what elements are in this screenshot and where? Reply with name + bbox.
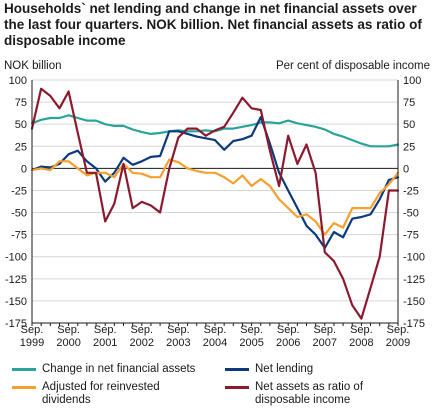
right-y-tick-label: -25 bbox=[403, 185, 419, 197]
right-y-tick-labels: 100 75 50 25 0 -25 -50 -75 -100 -125 -150 -175 bbox=[403, 75, 425, 330]
left-y-tick-label: -175 bbox=[5, 318, 27, 330]
x-tick-label-month: Sep. bbox=[57, 324, 80, 336]
x-tick-label-year: 2000 bbox=[56, 337, 80, 349]
legend-item-change-in-net-financial-assets: Change in net financial assets bbox=[12, 363, 195, 376]
right-y-tick-label: 50 bbox=[403, 119, 415, 131]
left-y-tick-label: -75 bbox=[11, 230, 27, 242]
left-y-tick-label: 0 bbox=[21, 163, 27, 175]
x-tick-label-month: Sep. bbox=[277, 324, 300, 336]
x-tick-label-year: 2001 bbox=[93, 337, 117, 349]
series-line-1 bbox=[30, 115, 400, 249]
left-y-tick-label: 100 bbox=[9, 75, 27, 87]
legend-swatch-navy bbox=[225, 368, 249, 371]
right-y-tick-label: 25 bbox=[403, 141, 415, 153]
right-y-tick-label: -75 bbox=[403, 230, 419, 242]
legend-label: Adjusted for reinvested dividends bbox=[42, 381, 160, 406]
left-y-tick-label: 25 bbox=[15, 141, 27, 153]
left-y-tick-labels: 100 75 50 25 0 -25 -50 -75 -100 -125 -150 -175 bbox=[5, 75, 27, 330]
left-axis-label: NOK billion bbox=[4, 60, 62, 72]
legend-label: Net assets as ratio of disposable income bbox=[255, 381, 364, 406]
x-tick-label-year: 2005 bbox=[239, 337, 263, 349]
x-tick-label-year: 2004 bbox=[203, 337, 227, 349]
x-tick-label-year: 2006 bbox=[276, 337, 300, 349]
x-tick-label-year: 2003 bbox=[166, 337, 190, 349]
right-y-tick-label: 75 bbox=[403, 97, 415, 109]
x-tick-label-month: Sep. bbox=[350, 324, 373, 336]
legend-label: Net lending bbox=[255, 363, 314, 375]
left-y-tick-label: -100 bbox=[5, 252, 27, 264]
legend-label: Change in net financial assets bbox=[42, 363, 196, 375]
x-tick-label-year: 2008 bbox=[349, 337, 373, 349]
left-y-tick-label: -50 bbox=[11, 208, 27, 220]
legend-item-net-assets-ratio: Net assets as ratio of disposable income bbox=[225, 381, 415, 407]
x-tick-label-month: Sep. bbox=[130, 324, 153, 336]
x-tick-label-year: 2009 bbox=[386, 337, 410, 349]
right-y-tick-label: 100 bbox=[403, 75, 421, 87]
x-tick-label-month: Sep. bbox=[21, 324, 44, 336]
legend-swatch-teal bbox=[12, 368, 36, 371]
x-tick-label-year: 2002 bbox=[130, 337, 154, 349]
legend-swatch-dark-red bbox=[225, 386, 249, 389]
right-y-tick-label: 0 bbox=[403, 163, 409, 175]
x-tick-label-month: Sep. bbox=[313, 324, 336, 336]
chart-title: Households` net lending and change in ne… bbox=[4, 1, 422, 48]
series-lines bbox=[30, 87, 400, 320]
left-y-tick-label: 50 bbox=[15, 119, 27, 131]
right-axis-label: Per cent of disposable income bbox=[276, 60, 430, 72]
legend-swatch-orange bbox=[12, 386, 36, 389]
x-tick-label-month: Sep. bbox=[387, 324, 410, 336]
right-y-tick-label: -100 bbox=[403, 252, 425, 264]
x-tick-label-month: Sep. bbox=[240, 324, 263, 336]
axes bbox=[31, 80, 399, 326]
x-tick-label-year: 1999 bbox=[20, 337, 44, 349]
right-y-tick-label: -125 bbox=[403, 274, 425, 286]
left-y-tick-label: 75 bbox=[15, 97, 27, 109]
x-tick-label-month: Sep. bbox=[204, 324, 227, 336]
x-tick-label-month: Sep. bbox=[167, 324, 190, 336]
x-tick-labels: Sep.1999Sep.2000Sep.2001Sep.2002Sep.2003… bbox=[20, 324, 410, 349]
left-y-tick-label: -125 bbox=[5, 274, 27, 286]
right-y-tick-label: -50 bbox=[403, 208, 419, 220]
series-line-3 bbox=[30, 87, 400, 320]
legend: Change in net financial assets Net lendi… bbox=[0, 352, 434, 411]
legend-item-net-lending: Net lending bbox=[225, 363, 313, 376]
left-y-tick-label: -150 bbox=[5, 296, 27, 308]
x-tick-label-year: 2007 bbox=[313, 337, 337, 349]
x-tick-label-month: Sep. bbox=[94, 324, 117, 336]
left-y-tick-label: -25 bbox=[11, 185, 27, 197]
line-chart: NOK billion Per cent of disposable incom… bbox=[4, 60, 430, 349]
legend-item-adjusted-for-reinvested-dividends: Adjusted for reinvested dividends bbox=[12, 381, 182, 407]
right-y-tick-label: -150 bbox=[403, 296, 425, 308]
right-y-tick-label: -175 bbox=[403, 318, 425, 330]
grid-lines bbox=[32, 79, 398, 324]
